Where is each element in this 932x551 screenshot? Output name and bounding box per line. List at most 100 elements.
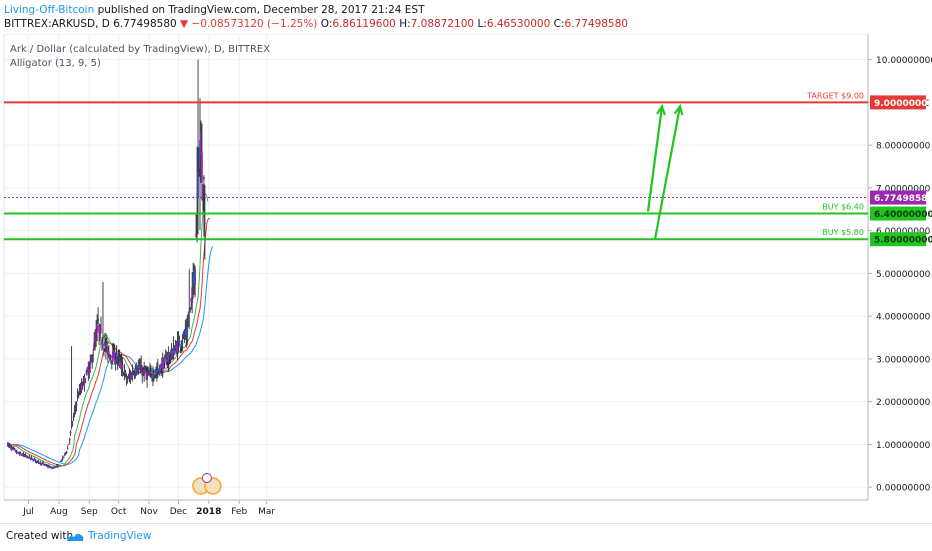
candle-body bbox=[42, 463, 45, 465]
projection-arrowhead bbox=[673, 103, 684, 116]
candle-body bbox=[137, 367, 140, 369]
candle-body bbox=[24, 454, 27, 457]
candle-body bbox=[138, 364, 141, 369]
candle-body bbox=[71, 423, 74, 425]
candle-body bbox=[190, 298, 193, 302]
publish-header: Living-Off-Bitcoin published on TradingV… bbox=[4, 3, 425, 17]
candle-body bbox=[148, 374, 150, 376]
candle-body bbox=[80, 384, 83, 390]
candle-body bbox=[90, 360, 93, 362]
candle-body bbox=[35, 460, 38, 462]
candle-body bbox=[82, 378, 85, 380]
price-chart[interactable]: 10.00000000 9.00000000 8.00000000 7.0000000… bbox=[0, 33, 932, 520]
candle-body bbox=[118, 357, 121, 359]
candle-body bbox=[78, 388, 81, 390]
candle-body bbox=[146, 372, 148, 380]
candle-body bbox=[91, 356, 94, 363]
candle-body bbox=[13, 449, 16, 451]
candle-body bbox=[102, 344, 104, 347]
x-tick-label: Feb bbox=[231, 507, 247, 517]
candle-body bbox=[68, 438, 71, 441]
x-tick-label: Oct bbox=[111, 507, 127, 517]
candle-body bbox=[21, 454, 24, 456]
last-price-tag-bg bbox=[870, 190, 926, 205]
open-value: 6.86119600 bbox=[332, 18, 396, 30]
high-value: 7.08872100 bbox=[410, 18, 475, 30]
candle-body bbox=[174, 344, 177, 349]
x-tick-label: Aug bbox=[50, 507, 68, 517]
candle-body bbox=[107, 351, 110, 354]
candle-body bbox=[141, 373, 144, 376]
candle-body bbox=[145, 371, 147, 374]
candle-body bbox=[152, 373, 154, 379]
candle-body bbox=[32, 460, 35, 462]
author-link[interactable]: Living-Off-Bitcoin bbox=[4, 4, 95, 16]
candle-body bbox=[77, 397, 80, 399]
candle-body bbox=[74, 407, 77, 409]
candle-body bbox=[139, 367, 142, 369]
candle-body bbox=[140, 365, 143, 373]
candle-body bbox=[56, 465, 58, 467]
candle-body bbox=[53, 466, 55, 469]
price-tag-label: 5.80000000 bbox=[874, 236, 932, 246]
candle-body bbox=[64, 452, 67, 454]
tradingview-brand-link[interactable]: TradingView bbox=[88, 530, 152, 542]
candle-body bbox=[127, 376, 130, 378]
y-tick-label: 7.00000000 bbox=[876, 184, 931, 194]
price-tag-bg bbox=[870, 206, 926, 221]
candle-body bbox=[63, 452, 66, 454]
candle-body bbox=[129, 375, 132, 379]
candle-body bbox=[55, 466, 57, 468]
candle-body bbox=[54, 466, 56, 468]
candle-body bbox=[7, 442, 9, 447]
candle-body bbox=[105, 344, 107, 349]
candle-body bbox=[22, 454, 25, 456]
close-label: C: bbox=[553, 18, 565, 30]
candle-body bbox=[155, 371, 157, 374]
candle-body bbox=[46, 465, 49, 467]
candle-body bbox=[133, 374, 136, 376]
candle-body bbox=[96, 325, 98, 332]
candle-body bbox=[123, 369, 126, 373]
candle-body bbox=[108, 354, 111, 360]
candle-body bbox=[114, 361, 117, 363]
candle-body bbox=[115, 353, 118, 361]
candle-body bbox=[34, 459, 37, 462]
candle-body bbox=[155, 370, 158, 373]
candle-body bbox=[180, 344, 183, 346]
candle-body bbox=[156, 368, 159, 373]
candle-body bbox=[109, 356, 112, 358]
candle-body bbox=[25, 456, 28, 458]
candle-body bbox=[186, 326, 189, 337]
candle-body bbox=[157, 369, 160, 372]
candle-body bbox=[20, 454, 23, 456]
candle-body bbox=[161, 361, 164, 371]
candle-body bbox=[124, 371, 127, 373]
candle-body bbox=[8, 445, 11, 447]
price-tag-bg bbox=[870, 95, 926, 110]
candle-body bbox=[31, 458, 34, 460]
candle-body bbox=[178, 340, 181, 347]
candle-body bbox=[106, 343, 108, 346]
chart-area[interactable]: 10.00000000 9.00000000 8.00000000 7.0000000… bbox=[0, 33, 932, 520]
candle-body bbox=[47, 466, 49, 468]
candle-body bbox=[45, 464, 48, 466]
candle-body bbox=[28, 456, 31, 459]
price-tag-label: 9.00000000 bbox=[874, 99, 932, 109]
price-tag-label: 6.40000000 bbox=[874, 210, 932, 220]
candle-body bbox=[192, 278, 195, 284]
candle-body bbox=[67, 443, 70, 445]
y-tick-label: 1.00000000 bbox=[876, 441, 931, 451]
candle-body bbox=[182, 333, 185, 336]
candle-body bbox=[41, 463, 44, 465]
candle-body bbox=[171, 350, 174, 358]
candle-body bbox=[153, 375, 155, 378]
candle-body bbox=[66, 448, 69, 450]
candle-body bbox=[11, 447, 14, 449]
candle-body bbox=[38, 462, 41, 464]
candle-body bbox=[135, 365, 138, 374]
candle-body bbox=[188, 318, 191, 320]
candle-body bbox=[160, 363, 163, 369]
candle-body bbox=[83, 376, 86, 384]
candle-body bbox=[197, 170, 199, 199]
